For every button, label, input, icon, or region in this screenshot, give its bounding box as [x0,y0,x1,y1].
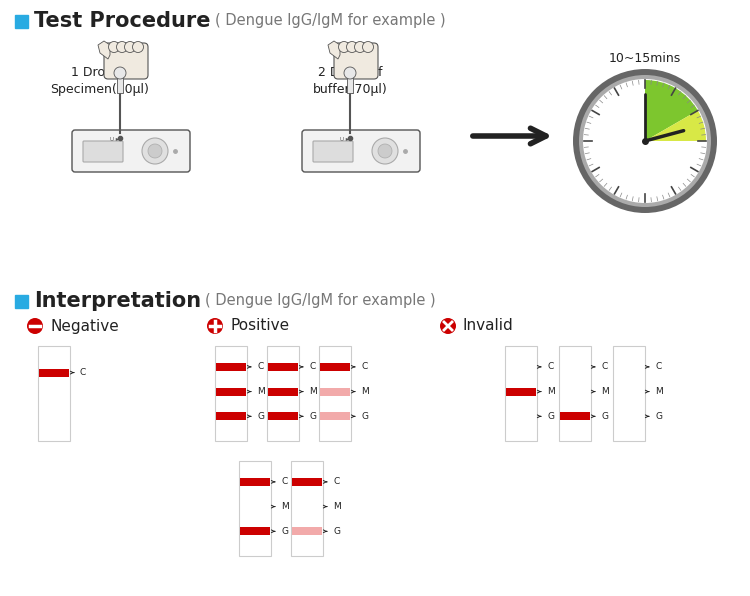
Bar [505,346,537,441]
Circle shape [338,42,350,52]
Text: C: C [601,362,608,371]
Text: C: C [547,362,554,371]
Bar [347,75,353,93]
Text: M: M [257,387,265,396]
Text: Invalid: Invalid [463,318,514,334]
Wedge shape [645,80,698,141]
Bar [320,363,350,371]
Bar [39,368,69,377]
Circle shape [116,42,128,52]
Text: M: M [655,387,663,396]
Text: ( Dengue IgG/IgM for example ): ( Dengue IgG/IgM for example ) [215,14,446,29]
Circle shape [344,67,356,79]
Circle shape [27,318,43,334]
FancyBboxPatch shape [313,141,353,162]
Circle shape [114,67,126,79]
Text: G: G [655,412,662,421]
Text: ( Dengue IgG/IgM for example ): ( Dengue IgG/IgM for example ) [205,293,436,309]
Circle shape [109,42,119,52]
Bar [506,387,536,396]
Bar [292,527,322,535]
Circle shape [579,75,711,207]
Bar [613,346,645,441]
Bar [215,346,247,441]
Bar [15,15,28,28]
Bar [291,461,323,556]
Circle shape [148,144,162,158]
Text: C: C [655,362,662,371]
Text: C: C [281,477,287,486]
Bar [560,412,590,420]
Text: G: G [547,412,554,421]
Text: C: C [257,362,263,371]
Circle shape [583,79,707,203]
Circle shape [372,138,398,164]
Text: G: G [281,527,288,536]
Circle shape [142,138,168,164]
Bar [320,387,350,396]
Bar [239,461,271,556]
Bar [268,387,298,396]
Bar [267,346,299,441]
Text: M: M [361,387,369,396]
Bar [320,412,350,420]
Text: C: C [309,362,315,371]
Bar [240,527,270,535]
Text: C: C [333,477,339,486]
Text: M: M [281,502,289,511]
Circle shape [207,318,223,334]
Text: G: G [361,412,368,421]
Circle shape [362,42,374,52]
FancyBboxPatch shape [334,43,378,79]
Text: Test Procedure: Test Procedure [34,11,211,31]
Text: M: M [601,387,609,396]
Text: C: C [361,362,368,371]
Circle shape [133,42,143,52]
Polygon shape [328,41,340,59]
Text: Positive: Positive [230,318,290,334]
Text: G: G [257,412,264,421]
Text: Interpretation: Interpretation [34,291,201,311]
Text: 2 Drops of
buffer(70µl): 2 Drops of buffer(70µl) [313,66,387,96]
Bar [240,478,270,486]
Bar [216,363,246,371]
Text: G: G [309,412,316,421]
Bar [216,387,246,396]
Text: G: G [601,412,608,421]
Bar [117,75,123,93]
FancyBboxPatch shape [83,141,123,162]
Circle shape [346,42,358,52]
Text: M: M [309,387,316,396]
Text: 10~15mins: 10~15mins [609,52,681,65]
Bar [216,412,246,420]
Circle shape [378,144,392,158]
Circle shape [124,42,136,52]
Text: Negative: Negative [50,318,118,334]
Text: U ►: U ► [340,137,350,142]
FancyBboxPatch shape [72,130,190,172]
Circle shape [440,318,456,334]
Circle shape [355,42,365,52]
Text: G: G [333,527,340,536]
FancyBboxPatch shape [302,130,420,172]
Bar [15,295,28,308]
Circle shape [573,69,717,213]
Text: C: C [80,368,86,377]
Bar [319,346,351,441]
Text: M: M [547,387,555,396]
Bar [292,478,322,486]
Bar [268,363,298,371]
Bar [559,346,591,441]
Bar [268,412,298,420]
Polygon shape [98,41,110,59]
Text: M: M [333,502,340,511]
Text: 1 Drop of
Specimen(10µl): 1 Drop of Specimen(10µl) [50,66,149,96]
Bar [38,346,70,441]
Text: U ►: U ► [110,137,120,142]
FancyBboxPatch shape [104,43,148,79]
Wedge shape [645,110,706,141]
